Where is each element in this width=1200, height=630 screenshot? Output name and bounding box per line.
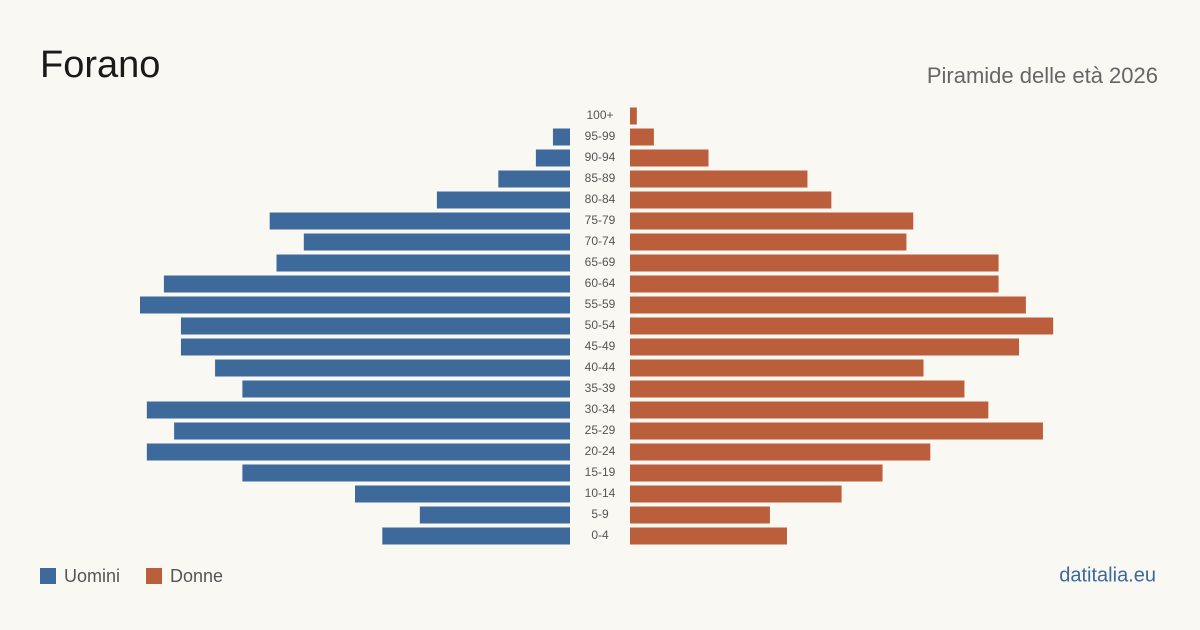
bar xyxy=(630,527,787,545)
bar xyxy=(242,464,570,482)
bar xyxy=(163,275,570,293)
bar xyxy=(215,359,571,377)
bar xyxy=(140,296,570,314)
bar xyxy=(630,443,931,461)
bar xyxy=(630,170,808,188)
category-label: 65-69 xyxy=(585,255,616,269)
category-label: 30-34 xyxy=(585,402,616,416)
bar xyxy=(242,380,570,398)
bar xyxy=(630,296,1026,314)
category-label: 35-39 xyxy=(585,381,616,395)
category-label: 95-99 xyxy=(585,129,616,143)
bar xyxy=(630,233,907,251)
category-label: 0-4 xyxy=(591,528,609,542)
chart-subtitle: Piramide delle età 2026 xyxy=(927,63,1158,88)
category-label: 20-24 xyxy=(585,444,616,458)
bar xyxy=(303,233,570,251)
bar xyxy=(630,422,1043,440)
bar xyxy=(180,317,570,335)
bar xyxy=(630,212,914,230)
bar xyxy=(276,254,570,272)
category-label: 10-14 xyxy=(585,486,616,500)
category-label: 75-79 xyxy=(585,213,616,227)
category-label: 60-64 xyxy=(585,276,616,290)
category-label: 15-19 xyxy=(585,465,616,479)
category-label: 80-84 xyxy=(585,192,616,206)
category-label: 90-94 xyxy=(585,150,616,164)
bar xyxy=(630,149,709,167)
category-label: 50-54 xyxy=(585,318,616,332)
legend-label: Donne xyxy=(170,566,223,586)
category-label: 25-29 xyxy=(585,423,616,437)
category-label: 55-59 xyxy=(585,297,616,311)
legend-swatch xyxy=(40,568,56,584)
bar xyxy=(630,464,883,482)
bar xyxy=(552,128,570,146)
bar xyxy=(535,149,570,167)
bar xyxy=(146,401,571,419)
bar xyxy=(146,443,571,461)
bar xyxy=(498,170,570,188)
bar xyxy=(630,401,989,419)
source: datitalia.eu xyxy=(1059,564,1156,586)
legend-label: Uomini xyxy=(64,566,120,586)
category-label: 85-89 xyxy=(585,171,616,185)
bar xyxy=(382,527,570,545)
bar xyxy=(269,212,570,230)
bar xyxy=(630,506,770,524)
bar xyxy=(630,254,999,272)
category-label: 45-49 xyxy=(585,339,616,353)
category-label: 100+ xyxy=(586,108,613,122)
bar xyxy=(630,338,1020,356)
bar xyxy=(180,338,570,356)
category-label: 5-9 xyxy=(591,507,609,521)
bar xyxy=(174,422,570,440)
category-label: 40-44 xyxy=(585,360,616,374)
bar xyxy=(630,485,842,503)
bar xyxy=(436,191,570,209)
bar xyxy=(630,317,1054,335)
bar xyxy=(419,506,570,524)
bar xyxy=(355,485,570,503)
category-label: 70-74 xyxy=(585,234,616,248)
bar xyxy=(630,107,637,125)
bar xyxy=(630,380,965,398)
chart-title: Forano xyxy=(40,44,160,86)
bar xyxy=(630,359,924,377)
bar xyxy=(630,128,654,146)
bar xyxy=(630,275,999,293)
legend-swatch xyxy=(146,568,163,584)
bar xyxy=(630,191,832,209)
